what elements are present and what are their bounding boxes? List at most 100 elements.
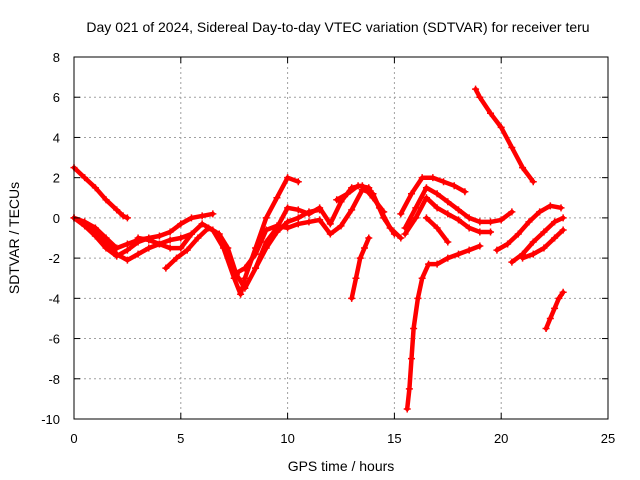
data-point-marker xyxy=(493,246,501,254)
data-point-marker xyxy=(508,208,516,216)
data-series-10 xyxy=(348,234,373,302)
data-point-marker xyxy=(410,325,418,332)
data-point-marker xyxy=(354,182,362,190)
data-series-14 xyxy=(422,214,452,246)
x-axis-label: GPS time / hours xyxy=(288,458,395,474)
data-point-marker xyxy=(230,270,238,278)
data-point-marker xyxy=(273,194,281,202)
data-point-marker xyxy=(241,274,249,282)
data-point-marker xyxy=(166,228,174,236)
y-tick-label: 4 xyxy=(53,130,60,145)
x-tick-label: 0 xyxy=(70,431,77,446)
x-tick-label: 15 xyxy=(387,431,401,446)
data-point-marker xyxy=(348,206,356,214)
data-point-marker xyxy=(497,216,505,224)
data-point-marker xyxy=(91,228,99,236)
data-point-marker xyxy=(476,242,484,250)
data-point-marker xyxy=(224,244,232,252)
data-point-marker xyxy=(81,174,89,182)
data-point-marker xyxy=(241,284,249,292)
data-point-marker xyxy=(476,218,484,226)
data-point-marker xyxy=(414,294,422,302)
data-point-marker xyxy=(337,222,345,230)
data-point-marker xyxy=(418,274,426,282)
data-point-marker xyxy=(123,256,131,264)
data-point-marker xyxy=(546,202,554,210)
data-point-marker xyxy=(504,240,512,248)
x-tick-label: 5 xyxy=(177,431,184,446)
data-point-marker xyxy=(205,224,213,232)
data-point-marker xyxy=(215,230,223,238)
data-point-marker xyxy=(444,210,452,218)
data-point-marker xyxy=(412,204,420,212)
data-point-marker xyxy=(559,288,567,296)
data-point-marker xyxy=(284,218,292,226)
data-series-18 xyxy=(508,214,567,266)
data-point-marker xyxy=(81,220,89,228)
data-point-marker xyxy=(551,304,559,312)
data-point-marker xyxy=(365,234,373,242)
y-tick-label: -6 xyxy=(48,332,60,347)
data-point-marker xyxy=(386,224,394,232)
x-tick-label: 10 xyxy=(280,431,294,446)
data-point-marker xyxy=(113,206,121,214)
data-point-marker xyxy=(551,234,559,242)
data-point-marker xyxy=(444,238,452,246)
data-point-marker xyxy=(465,214,473,222)
data-point-marker xyxy=(187,214,195,222)
series-trace xyxy=(163,207,322,291)
data-point-marker xyxy=(134,234,142,242)
x-tick-label: 25 xyxy=(601,431,615,446)
x-tick-label: 20 xyxy=(494,431,508,446)
data-series-13 xyxy=(401,194,495,238)
data-point-marker xyxy=(519,164,527,172)
data-point-marker xyxy=(91,184,99,192)
data-point-marker xyxy=(198,220,206,228)
data-point-marker xyxy=(273,224,281,232)
data-point-marker xyxy=(476,228,484,236)
axis-ticks: 0 5 10 15 20 25 -10 -8 -6 -4 -2 0 2 4 6 8 xyxy=(41,50,615,446)
data-point-marker xyxy=(433,260,441,268)
data-point-marker xyxy=(187,230,195,238)
data-point-marker xyxy=(252,264,260,272)
data-point-marker xyxy=(123,246,131,254)
y-tick-label: -4 xyxy=(48,291,60,306)
data-point-marker xyxy=(119,212,127,220)
series-trace xyxy=(349,235,372,301)
data-point-marker xyxy=(145,236,153,244)
data-point-marker xyxy=(422,184,430,192)
data-point-marker xyxy=(433,204,441,212)
data-point-marker xyxy=(348,294,356,302)
data-point-marker xyxy=(365,184,373,192)
data-point-marker xyxy=(407,190,415,198)
data-point-marker xyxy=(294,220,302,228)
data-point-marker xyxy=(326,230,334,238)
y-tick-label: 2 xyxy=(53,171,60,186)
data-point-marker xyxy=(542,325,550,332)
data-point-marker xyxy=(177,234,185,242)
data-point-marker xyxy=(333,196,341,204)
data-point-marker xyxy=(540,244,548,252)
data-point-marker xyxy=(145,244,153,252)
data-point-marker xyxy=(418,174,426,182)
data-point-marker xyxy=(487,218,495,226)
data-point-marker xyxy=(472,85,480,93)
data-point-marker xyxy=(487,109,495,117)
data-point-marker xyxy=(557,204,565,212)
data-point-marker xyxy=(262,214,270,222)
data-point-marker xyxy=(401,230,409,238)
data-point-marker xyxy=(454,250,462,258)
data-point-marker xyxy=(422,194,430,202)
data-point-marker xyxy=(440,178,448,186)
data-point-marker xyxy=(209,210,217,218)
data-point-marker xyxy=(508,144,516,151)
data-point-marker xyxy=(262,238,270,246)
data-point-marker xyxy=(294,178,302,186)
data-series-1 xyxy=(70,164,131,222)
data-point-marker xyxy=(425,260,433,268)
data-point-marker xyxy=(536,208,544,216)
data-point-marker xyxy=(305,210,313,218)
y-tick-label: -10 xyxy=(41,412,60,427)
data-point-marker xyxy=(305,218,313,226)
